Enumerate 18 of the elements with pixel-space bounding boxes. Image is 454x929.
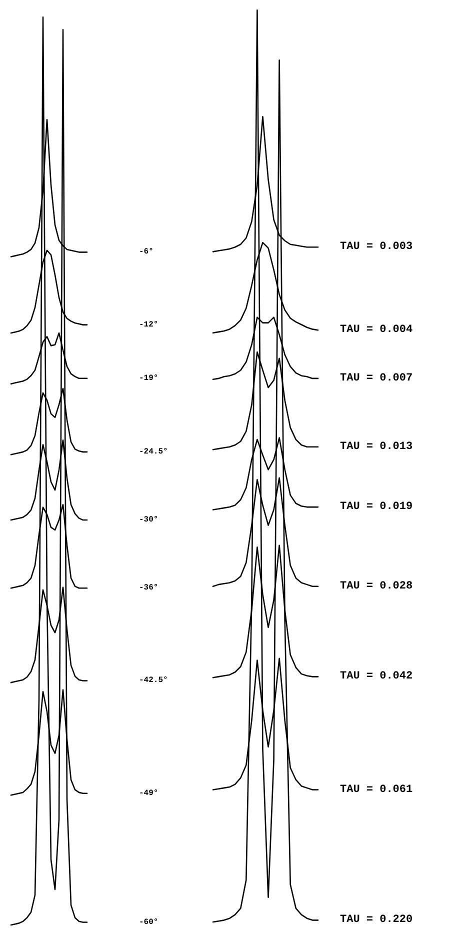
- series-label: TAU = 0.007: [340, 372, 413, 384]
- text: -30°: [139, 516, 158, 525]
- series-label: TAU = 0.061: [340, 784, 414, 796]
- text: -42.5°: [139, 676, 168, 686]
- text: -6°: [139, 248, 154, 257]
- series-label: TAU = 0.042: [340, 670, 413, 683]
- text: -19°: [139, 374, 158, 383]
- text: -36°: [139, 584, 158, 593]
- series-label: TAU = 0.019: [340, 501, 413, 514]
- series-label: TAU = 0.220: [340, 914, 413, 926]
- text: -12°: [139, 320, 158, 330]
- series-label: TAU = 0.003: [340, 241, 414, 254]
- series-label: TAU = 0.028: [340, 580, 414, 592]
- series-label: TAU = 0.004: [340, 324, 414, 336]
- series-label: TAU = 0.013: [340, 440, 414, 453]
- text: -49°: [139, 788, 158, 798]
- text: -60°: [139, 918, 158, 927]
- text: -24.5°: [139, 447, 168, 456]
